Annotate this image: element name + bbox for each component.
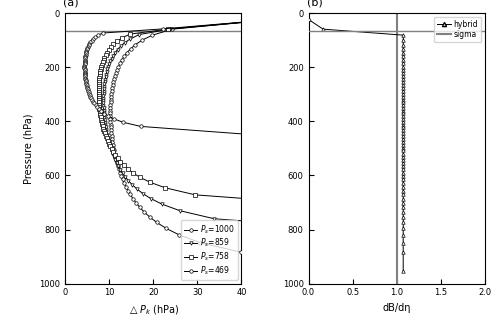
hybrid [400,126,406,129]
Text: (a): (a) [63,0,79,7]
Y-axis label: Pressure (hPa): Pressure (hPa) [24,113,34,184]
hybrid [306,18,312,22]
hybrid [400,111,406,115]
$P_s$=859 [271,18,277,22]
$P_s$=469 [84,82,89,86]
$P_s$=758 [271,18,277,22]
$P_s$=1000 [112,155,118,158]
$P_s$=1000 [487,269,493,273]
hybrid [400,58,406,62]
$P_s$=859 [100,99,106,103]
Line: $P_s$=469: $P_s$=469 [82,18,276,136]
$P_s$=758 [376,207,382,211]
$P_s$=859 [110,54,116,58]
Line: $P_s$=859: $P_s$=859 [102,18,427,236]
hybrid [400,137,406,141]
$P_s$=859 [102,121,108,125]
$P_s$=469 [245,132,251,136]
X-axis label: dB/dη: dB/dη [382,303,411,313]
$P_s$=758 [98,120,104,124]
$P_s$=469 [271,18,277,22]
$P_s$=859 [104,136,110,140]
$P_s$=1000 [119,58,125,62]
$P_s$=758 [96,109,102,113]
Text: (b): (b) [307,0,322,7]
X-axis label: $\triangle P_k$ (hPa): $\triangle P_k$ (hPa) [128,303,179,317]
$P_s$=859 [101,111,107,115]
Line: $P_s$=1000: $P_s$=1000 [108,18,492,272]
$P_s$=469 [86,42,92,46]
hybrid [400,269,406,273]
$P_s$=1000 [109,137,115,141]
Legend: hybrid, sigma: hybrid, sigma [434,17,481,42]
$P_s$=469 [84,83,89,87]
Line: $P_s$=758: $P_s$=758 [97,18,382,210]
$P_s$=469 [82,71,87,75]
Line: hybrid: hybrid [307,18,405,272]
$P_s$=1000 [271,18,277,22]
$P_s$=469 [82,65,87,69]
hybrid [400,152,406,156]
$P_s$=859 [104,133,110,137]
$P_s$=859 [423,232,429,236]
hybrid [400,155,406,158]
$P_s$=1000 [112,152,117,156]
$P_s$=1000 [108,126,114,129]
$P_s$=758 [99,122,105,126]
Legend: $P_s$=1000, $P_s$=859, $P_s$=758, $P_s$=469: $P_s$=1000, $P_s$=859, $P_s$=758, $P_s$=… [180,220,238,280]
$P_s$=1000 [108,111,114,115]
$P_s$=758 [96,100,102,104]
$P_s$=758 [104,51,110,54]
$P_s$=469 [82,76,88,80]
$P_s$=758 [96,90,102,94]
